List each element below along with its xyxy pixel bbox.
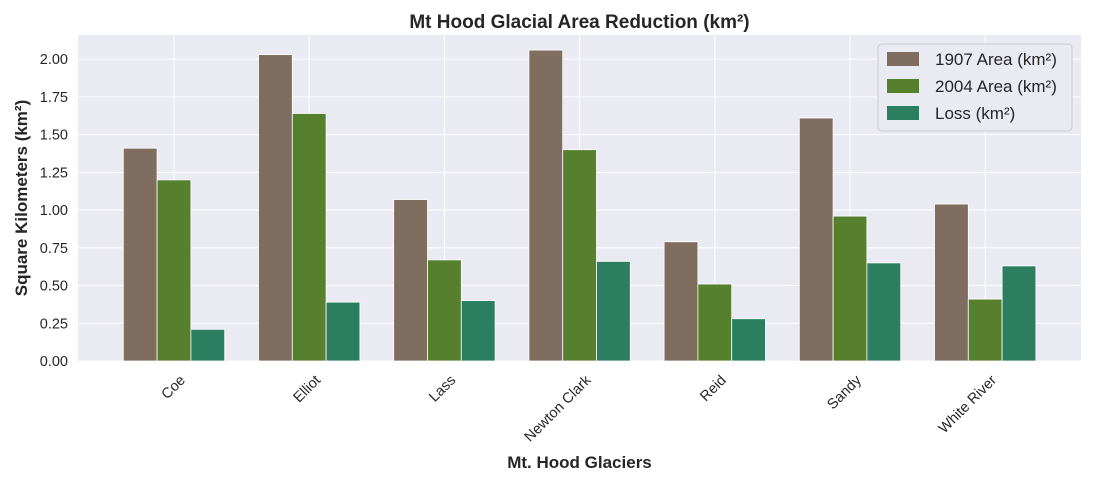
x-tick-label: Newton Clark [522, 372, 595, 445]
y-tick-label: 1.75 [40, 90, 68, 106]
bar-white-river-series-3 [1001, 265, 1037, 362]
legend-box [877, 43, 1073, 132]
bar-reid-series-3 [731, 318, 766, 362]
y-tick-labels: 0.00 0.25 0.50 0.75 1.00 1.25 1.50 1.75 2.00 [40, 52, 68, 370]
bar-newton-clark-series-3 [596, 260, 631, 362]
bar-reid-series-1 [663, 241, 699, 362]
legend-swatch [887, 52, 919, 66]
legend-swatch [887, 79, 919, 93]
bar-lass-series-3 [460, 300, 496, 362]
bar-reid-series-2 [697, 283, 733, 362]
y-tick-label: 1.50 [40, 128, 68, 144]
x-axis-label: Mt. Hood Glaciers [507, 453, 652, 472]
y-axis-label: Square Kilometers (km²) [12, 100, 31, 297]
bar-coe-series-2 [156, 179, 192, 362]
legend-label: Loss (km²) [935, 104, 1015, 123]
x-tick-label: Elliot [290, 373, 324, 407]
y-tick-label: 0.00 [40, 354, 68, 370]
legend-label: 1907 Area (km²) [935, 50, 1057, 69]
legend-swatch [887, 106, 919, 120]
x-tick-label: Coe [159, 373, 189, 403]
bars [122, 49, 1037, 362]
bar-newton-clark-series-1 [528, 49, 564, 362]
bar-elliot-series-3 [325, 301, 361, 362]
x-tick-label: Sandy [824, 372, 865, 413]
bar-sandy-series-3 [866, 262, 902, 362]
bar-newton-clark-series-2 [562, 149, 597, 362]
y-tick-label: 0.50 [40, 279, 68, 295]
x-tick-label: Lass [426, 373, 459, 406]
x-tick-label: Reid [697, 373, 729, 405]
bar-lass-series-1 [393, 199, 428, 362]
bar-lass-series-2 [427, 259, 462, 362]
bar-sandy-series-1 [798, 117, 834, 362]
legend: 1907 Area (km²) 2004 Area (km²) Loss (km²) [877, 43, 1073, 132]
y-tick-label: 2.00 [40, 52, 68, 68]
bar-white-river-series-2 [967, 298, 1003, 362]
bar-elliot-series-1 [258, 54, 293, 362]
chart-title: Mt Hood Glacial Area Reduction (km²) [409, 12, 749, 33]
x-tick-label: White River [936, 372, 1000, 436]
legend-label: 2004 Area (km²) [935, 77, 1057, 96]
bar-elliot-series-2 [291, 113, 327, 362]
bar-coe-series-3 [190, 328, 226, 362]
y-tick-label: 0.25 [40, 316, 68, 332]
bar-sandy-series-2 [832, 215, 868, 362]
y-tick-label: 1.25 [40, 165, 68, 181]
bar-white-river-series-1 [934, 203, 969, 362]
bar-coe-series-1 [122, 147, 158, 362]
x-tick-labels: Coe Elliot Lass Newton Clark Reid Sandy White … [159, 372, 1000, 445]
y-tick-label: 0.75 [40, 241, 68, 257]
y-tick-label: 1.00 [40, 203, 68, 219]
